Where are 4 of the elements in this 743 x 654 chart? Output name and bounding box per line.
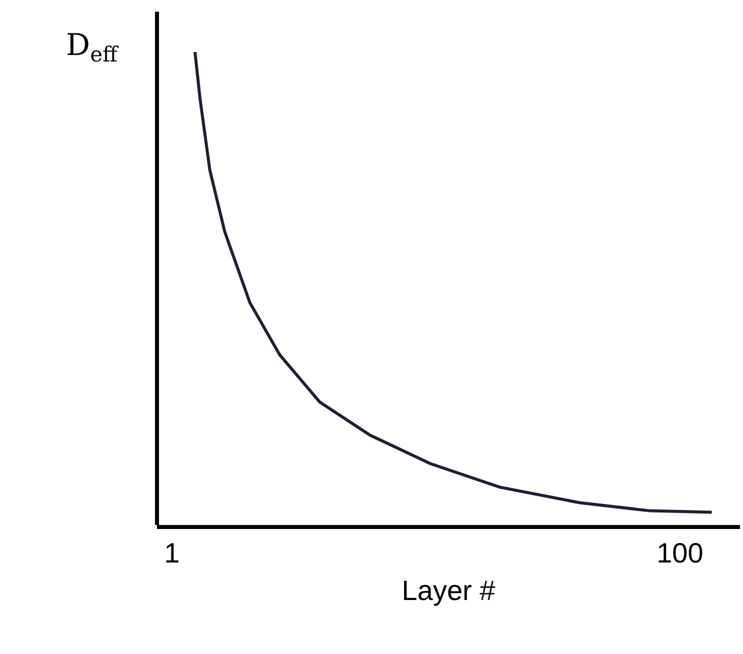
- y-axis-title: D$_{eff}$: [66, 28, 120, 66]
- x-axis-title: Layer #: [402, 575, 496, 606]
- x-tick-label: 100: [656, 538, 704, 569]
- x-tick-label: 1: [164, 538, 180, 569]
